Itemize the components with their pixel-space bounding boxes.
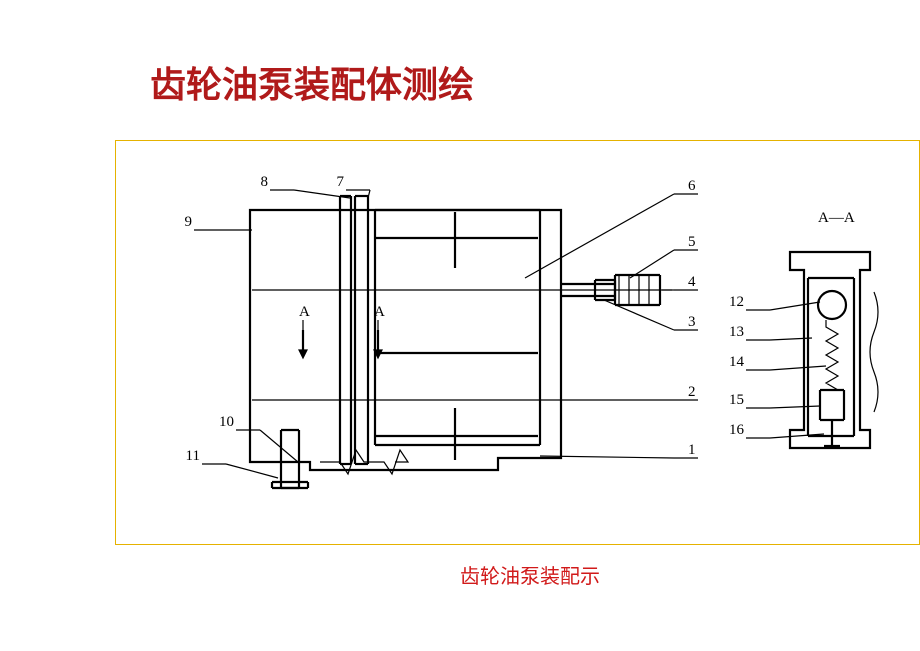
svg-text:8: 8	[261, 174, 269, 190]
svg-text:13: 13	[729, 324, 744, 340]
svg-text:14: 14	[729, 354, 745, 370]
svg-text:6: 6	[688, 178, 696, 194]
svg-text:5: 5	[688, 234, 696, 250]
svg-text:12: 12	[729, 294, 744, 310]
svg-text:A—A: A—A	[818, 210, 855, 226]
svg-text:1: 1	[688, 442, 696, 458]
engineering-drawing: A A A—A 8 7 9 10 11 6 5 4 3 2 1 12 13 14 15 16	[0, 0, 920, 651]
svg-text:A: A	[299, 304, 310, 320]
svg-text:9: 9	[185, 214, 193, 230]
svg-text:4: 4	[688, 274, 696, 290]
svg-text:A: A	[374, 304, 385, 320]
svg-text:2: 2	[688, 384, 696, 400]
svg-text:11: 11	[186, 448, 200, 464]
svg-text:10: 10	[219, 414, 234, 430]
svg-text:3: 3	[688, 314, 696, 330]
svg-text:7: 7	[337, 174, 345, 190]
page-root: { "page": { "width": 920, "height": 651,…	[0, 0, 920, 651]
svg-text:15: 15	[729, 392, 744, 408]
svg-text:16: 16	[729, 422, 745, 438]
